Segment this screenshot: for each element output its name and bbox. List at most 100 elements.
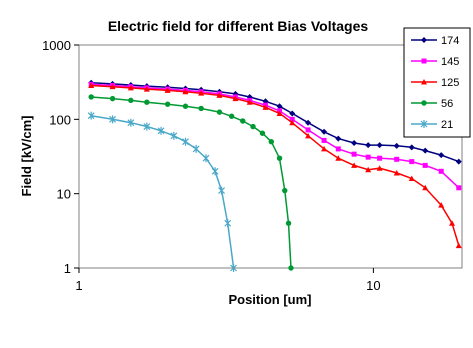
- y-tick-label: 1: [64, 261, 71, 276]
- data-point: [232, 95, 239, 102]
- data-point: [351, 151, 357, 157]
- data-point: [192, 144, 200, 153]
- data-point: [144, 99, 150, 105]
- data-point: [408, 175, 415, 181]
- data-point: [394, 156, 400, 162]
- data-point: [224, 219, 232, 228]
- data-point: [351, 140, 358, 147]
- data-point: [276, 103, 283, 110]
- y-tick-label: 10: [57, 187, 71, 202]
- data-point: [455, 158, 462, 165]
- data-point: [127, 118, 135, 127]
- data-point: [351, 162, 358, 168]
- data-point: [164, 87, 171, 93]
- x-tick-label: 1: [75, 278, 82, 293]
- data-point: [230, 264, 237, 272]
- data-point: [228, 113, 235, 119]
- data-point: [393, 169, 400, 176]
- data-point: [321, 137, 327, 143]
- data-point: [289, 116, 295, 122]
- x-axis-label: Position [um]: [228, 292, 311, 307]
- data-point: [88, 82, 95, 89]
- data-point: [438, 202, 445, 208]
- y-tick-label: 1000: [42, 38, 71, 53]
- series-line: [91, 83, 460, 189]
- data-point: [393, 142, 400, 149]
- data-point: [376, 142, 383, 149]
- data-point: [455, 242, 462, 249]
- data-point: [259, 130, 266, 136]
- y-axis-label: Field [kV/cm]: [19, 116, 34, 197]
- data-point: [285, 220, 292, 226]
- data-point: [109, 95, 116, 102]
- data-point: [408, 144, 415, 151]
- data-point: [88, 94, 94, 100]
- legend-label: 56: [441, 98, 453, 110]
- data-point: [422, 147, 429, 154]
- data-point: [289, 119, 296, 126]
- data-point: [276, 110, 283, 116]
- data-point: [449, 220, 456, 226]
- data-point: [305, 119, 312, 126]
- data-point: [365, 142, 372, 149]
- data-point: [365, 166, 372, 173]
- data-point: [216, 92, 223, 98]
- data-point: [211, 167, 219, 176]
- axis-ticks: 1 10 100 1000 1 10: [42, 38, 381, 293]
- data-point: [202, 154, 210, 163]
- data-point: [109, 83, 116, 90]
- data-point: [143, 122, 151, 131]
- data-point: [335, 135, 342, 142]
- legend-label: 145: [441, 56, 459, 68]
- data-point: [422, 162, 428, 168]
- data-point: [421, 79, 427, 85]
- data-point: [335, 146, 341, 152]
- data-point: [289, 110, 296, 117]
- data-point: [182, 137, 189, 146]
- data-point: [376, 165, 383, 171]
- chart-title: Electric field for different Bias Voltag…: [108, 18, 369, 34]
- data-point: [109, 115, 116, 124]
- data-point: [422, 184, 429, 191]
- series-125: [88, 82, 462, 249]
- data-point: [198, 90, 205, 96]
- data-point: [87, 111, 95, 120]
- data-point: [182, 88, 189, 95]
- data-point: [305, 132, 312, 139]
- data-point: [170, 131, 178, 140]
- data-point: [409, 159, 415, 165]
- data-point: [276, 155, 283, 161]
- data-point: [438, 152, 445, 159]
- series-174: [88, 79, 462, 165]
- data-point: [246, 99, 253, 105]
- data-point: [421, 100, 427, 106]
- data-point: [262, 104, 269, 110]
- legend-label: 125: [441, 77, 459, 89]
- series-56: [88, 94, 294, 271]
- legend-label: 174: [441, 35, 459, 47]
- data-point: [216, 109, 223, 115]
- data-point: [164, 101, 171, 107]
- data-point: [127, 84, 134, 91]
- data-point: [365, 154, 371, 160]
- data-point: [182, 103, 189, 109]
- data-point: [305, 127, 311, 133]
- data-point: [250, 123, 256, 130]
- data-point: [335, 155, 342, 161]
- data-point: [456, 185, 462, 191]
- data-point: [420, 120, 428, 128]
- y-tick-label: 100: [49, 112, 71, 127]
- series-layer: [87, 79, 462, 272]
- data-point: [143, 86, 150, 92]
- data-point: [198, 105, 204, 112]
- data-point: [377, 155, 383, 161]
- plot-area: [78, 44, 463, 269]
- data-point: [438, 168, 444, 174]
- data-point: [282, 187, 288, 194]
- data-point: [128, 97, 134, 104]
- legend-label: 21: [441, 119, 453, 131]
- data-point: [321, 145, 328, 152]
- data-point: [421, 37, 427, 43]
- legend: 174 145 125 56 21: [403, 27, 471, 138]
- data-point: [288, 265, 294, 271]
